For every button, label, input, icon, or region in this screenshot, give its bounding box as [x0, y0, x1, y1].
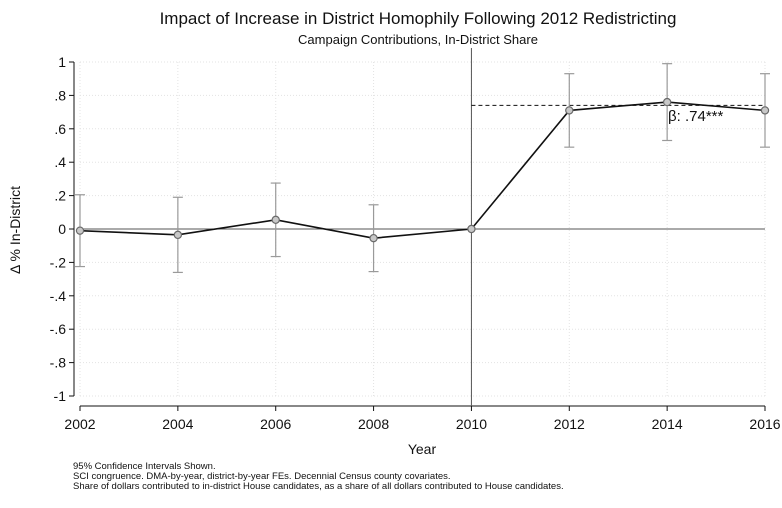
- x-tick-label: 2012: [554, 416, 585, 432]
- x-axis-label: Year: [408, 441, 437, 457]
- y-tick-label: .6: [54, 121, 66, 137]
- data-point: [369, 233, 378, 243]
- x-tick-label: 2008: [358, 416, 389, 432]
- y-tick-label: .2: [54, 188, 66, 204]
- note-line-3: Share of dollars contributed to in-distr…: [73, 481, 564, 492]
- series-polyline: [79, 101, 766, 239]
- y-tick-label: -.2: [50, 254, 67, 270]
- note-line-2: SCI congruence. DMA-by-year, district-by…: [73, 471, 451, 482]
- chart-title: Impact of Increase in District Homophily…: [160, 9, 677, 28]
- data-point: [75, 226, 85, 235]
- series-line: [79, 101, 766, 239]
- x-tick-label: 2016: [749, 416, 780, 432]
- x-tick-label: 2006: [260, 416, 291, 432]
- tick-labels: 1 .8 .6 .4 .2 0 -.2 -.4 -.6 -.8 -1 2002 2004 2006 2008…: [50, 54, 781, 432]
- data-points: [75, 97, 770, 243]
- y-axis-label: Δ % In-District: [7, 186, 23, 274]
- data-point: [467, 224, 476, 234]
- x-tick-label: 2010: [456, 416, 487, 432]
- y-tick-label: 1: [58, 54, 66, 70]
- data-point: [565, 106, 574, 115]
- grid-lines: [79, 61, 766, 397]
- data-point: [662, 97, 672, 107]
- y-tick-label: .8: [54, 87, 66, 103]
- beta-annotation: β: .74***: [668, 108, 723, 125]
- y-tick-label: -.8: [50, 355, 67, 371]
- y-tick-label: -.4: [50, 288, 67, 304]
- data-point: [271, 215, 280, 225]
- data-point: [760, 106, 770, 115]
- y-tick-label: -1: [54, 388, 67, 404]
- x-tick-label: 2002: [64, 416, 95, 432]
- y-tick-label: .4: [54, 154, 66, 170]
- note-line-1: 95% Confidence Intervals Shown.: [73, 461, 216, 472]
- axes: [69, 61, 766, 411]
- y-tick-label: -.6: [50, 321, 67, 337]
- data-point: [173, 230, 183, 240]
- y-tick-label: 0: [58, 221, 66, 237]
- x-tick-label: 2004: [162, 416, 193, 432]
- chart-subtitle: Campaign Contributions, In-District Shar…: [298, 32, 538, 47]
- x-tick-label: 2014: [652, 416, 683, 432]
